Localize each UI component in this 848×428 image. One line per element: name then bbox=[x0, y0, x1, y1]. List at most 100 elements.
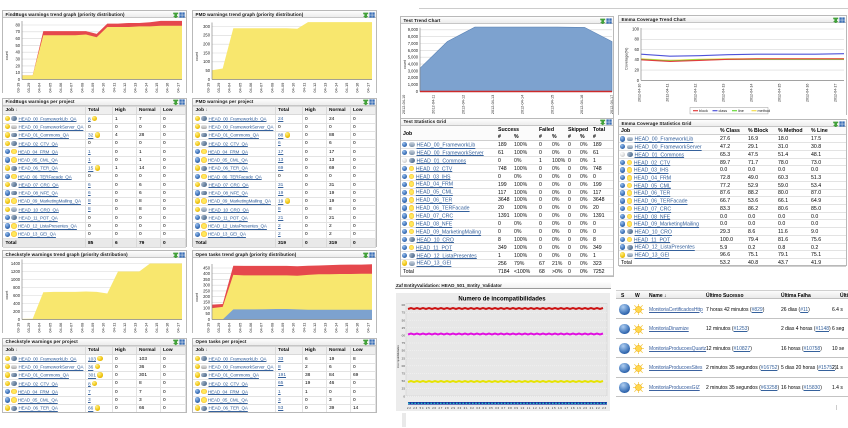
svg-text:50: 50 bbox=[205, 68, 210, 73]
svg-text:04-04: 04-04 bbox=[227, 82, 232, 93]
svg-text:2012-04-12: 2012-04-12 bbox=[693, 84, 697, 102]
svg-text:4,000: 4,000 bbox=[408, 62, 419, 67]
svg-text:04-11: 04-11 bbox=[301, 83, 306, 93]
svg-text:03-19: 03-19 bbox=[15, 323, 20, 333]
svg-text:200: 200 bbox=[203, 294, 211, 299]
svg-text:04-05: 04-05 bbox=[237, 83, 242, 93]
svg-text:count: count bbox=[403, 60, 407, 69]
svg-text:04-05: 04-05 bbox=[47, 83, 52, 93]
svg-text:2012-04-14: 2012-04-14 bbox=[521, 95, 525, 114]
svg-text:75: 75 bbox=[402, 341, 406, 345]
svg-text:2012-04-10: 2012-04-10 bbox=[637, 84, 641, 102]
svg-text:5,000: 5,000 bbox=[408, 55, 419, 60]
svg-text:150: 150 bbox=[203, 50, 211, 55]
svg-text:incompatibilidades: incompatibilidades bbox=[396, 344, 400, 367]
svg-text:2012-04-11: 2012-04-11 bbox=[432, 95, 436, 114]
svg-text:04-14: 04-14 bbox=[333, 82, 338, 93]
svg-text:04-11: 04-11 bbox=[111, 323, 116, 333]
svg-text:04-09: 04-09 bbox=[90, 323, 95, 333]
svg-text:60: 60 bbox=[15, 36, 20, 41]
svg-text:2012-04-13: 2012-04-13 bbox=[491, 95, 495, 114]
svg-text:2012-04-10: 2012-04-10 bbox=[402, 95, 406, 114]
svg-text:04-09: 04-09 bbox=[280, 323, 285, 333]
svg-text:04-16: 04-16 bbox=[355, 323, 360, 333]
svg-text:400: 400 bbox=[13, 301, 21, 306]
svg-text:2012-04-12: 2012-04-12 bbox=[461, 95, 465, 114]
svg-text:04-16: 04-16 bbox=[355, 83, 360, 93]
svg-text:0: 0 bbox=[208, 77, 211, 82]
svg-text:04-08: 04-08 bbox=[79, 323, 84, 333]
svg-text:300: 300 bbox=[203, 283, 211, 288]
svg-text:04-14: 04-14 bbox=[333, 322, 338, 333]
svg-text:100: 100 bbox=[203, 306, 211, 311]
svg-text:800: 800 bbox=[13, 285, 21, 290]
svg-text:04-12: 04-12 bbox=[312, 83, 317, 93]
svg-text:count: count bbox=[195, 293, 199, 302]
svg-text:03-19: 03-19 bbox=[205, 83, 210, 93]
svg-text:1,000: 1,000 bbox=[408, 82, 419, 87]
svg-text:04-06: 04-06 bbox=[58, 83, 63, 93]
svg-text:03-19: 03-19 bbox=[205, 323, 210, 333]
svg-text:04-16: 04-16 bbox=[165, 323, 170, 333]
svg-text:04-09: 04-09 bbox=[280, 83, 285, 93]
svg-text:60: 60 bbox=[634, 47, 639, 52]
svg-text:04-15: 04-15 bbox=[344, 83, 349, 93]
svg-text:200: 200 bbox=[13, 309, 21, 314]
svg-text:03-19: 03-19 bbox=[15, 83, 20, 93]
svg-text:2,000: 2,000 bbox=[408, 75, 419, 80]
svg-text:04-06: 04-06 bbox=[58, 323, 63, 333]
svg-text:04-13: 04-13 bbox=[133, 83, 138, 93]
svg-text:450: 450 bbox=[203, 265, 211, 270]
svg-text:04-15: 04-15 bbox=[154, 323, 159, 333]
svg-text:0: 0 bbox=[208, 317, 211, 322]
svg-text:1400: 1400 bbox=[11, 261, 21, 266]
svg-text:04-17: 04-17 bbox=[365, 323, 370, 333]
svg-text:20: 20 bbox=[634, 68, 639, 73]
svg-text:75: 75 bbox=[402, 310, 406, 314]
svg-text:22 23 54 25 26 27 28 29 30 01: 22 23 54 25 26 27 28 29 30 01 02 03 04 0… bbox=[407, 405, 607, 409]
svg-text:0: 0 bbox=[416, 89, 419, 94]
svg-text:04-17: 04-17 bbox=[175, 323, 180, 333]
svg-text:600: 600 bbox=[13, 293, 21, 298]
svg-text:04-06: 04-06 bbox=[248, 83, 253, 93]
svg-text:04-17: 04-17 bbox=[365, 83, 370, 93]
svg-text:40: 40 bbox=[634, 57, 639, 62]
svg-text:0: 0 bbox=[18, 317, 21, 322]
svg-text:200: 200 bbox=[203, 42, 211, 47]
svg-text:2012-04-13: 2012-04-13 bbox=[721, 84, 725, 102]
svg-text:50: 50 bbox=[402, 379, 406, 383]
svg-text:04-08: 04-08 bbox=[269, 323, 274, 333]
svg-text:04-17: 04-17 bbox=[175, 83, 180, 93]
svg-text:20: 20 bbox=[15, 63, 20, 68]
svg-text:04-10: 04-10 bbox=[101, 82, 106, 93]
svg-text:04-12: 04-12 bbox=[122, 83, 127, 93]
svg-text:04-10: 04-10 bbox=[291, 82, 296, 93]
svg-text:04-07: 04-07 bbox=[259, 323, 264, 333]
svg-text:04-13: 04-13 bbox=[323, 83, 328, 93]
svg-text:2012-04-16: 2012-04-16 bbox=[805, 84, 809, 102]
svg-text:6,000: 6,000 bbox=[408, 48, 419, 53]
svg-text:250: 250 bbox=[203, 33, 211, 38]
svg-text:3,000: 3,000 bbox=[408, 68, 419, 73]
svg-text:0: 0 bbox=[18, 77, 21, 82]
svg-text:04-11: 04-11 bbox=[111, 83, 116, 93]
svg-text:03-29: 03-29 bbox=[216, 83, 221, 93]
svg-text:04-12: 04-12 bbox=[122, 323, 127, 333]
svg-text:9,000: 9,000 bbox=[408, 27, 419, 32]
svg-text:04-15: 04-15 bbox=[154, 83, 159, 93]
svg-text:04-16: 04-16 bbox=[165, 83, 170, 93]
svg-text:100: 100 bbox=[203, 59, 211, 64]
svg-text:2012-04-14: 2012-04-14 bbox=[749, 84, 753, 102]
svg-text:04-07: 04-07 bbox=[259, 83, 264, 93]
svg-text:03-29: 03-29 bbox=[216, 323, 221, 333]
svg-text:03-29: 03-29 bbox=[26, 83, 31, 93]
svg-text:00: 00 bbox=[402, 333, 406, 337]
svg-text:00: 00 bbox=[402, 303, 406, 307]
svg-text:8,000: 8,000 bbox=[408, 34, 419, 39]
svg-text:50: 50 bbox=[402, 348, 406, 352]
svg-text:25: 25 bbox=[402, 386, 406, 390]
svg-text:04-04: 04-04 bbox=[227, 322, 232, 333]
svg-text:400: 400 bbox=[203, 271, 211, 276]
svg-text:100: 100 bbox=[632, 26, 640, 31]
svg-text:04-08: 04-08 bbox=[269, 83, 274, 93]
